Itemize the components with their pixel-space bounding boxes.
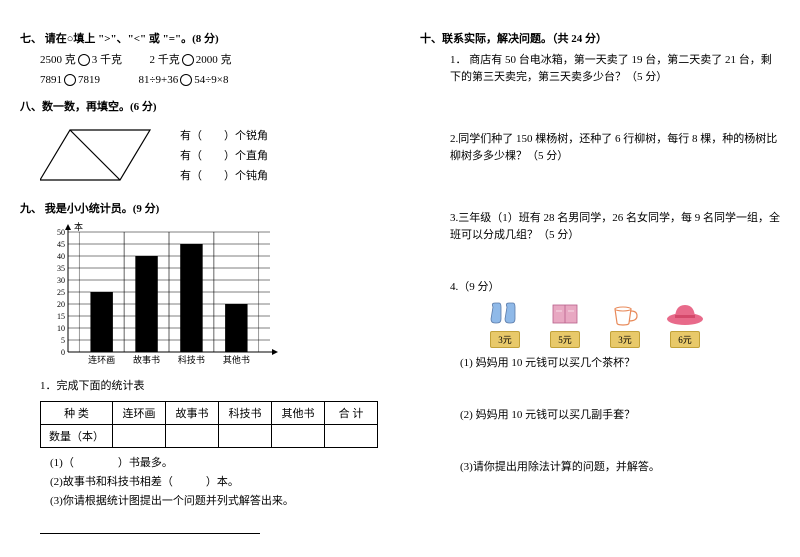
s10-q3: 3.三年级（1）班有 28 名男同学，26 名女同学，每 9 名同学一组，全班可… xyxy=(450,210,780,243)
s10-q2: 2.同学们种了 150 棵杨树，还种了 6 行柳树，每行 8 棵，种的杨树比柳树… xyxy=(450,131,780,164)
s7-r2a: 7891 xyxy=(40,74,62,86)
stat-table: 种 类连环画故事书科技书其他书合 计 数量（本） xyxy=(40,401,378,448)
svg-text:20: 20 xyxy=(57,300,65,309)
svg-text:0: 0 xyxy=(61,348,65,357)
s7-r2b: 7819 xyxy=(78,74,100,86)
table-cell-blank xyxy=(272,424,325,447)
table-cell-blank xyxy=(219,424,272,447)
svg-text:本: 本 xyxy=(74,222,83,232)
s7-row1: 2500 克 3 千克 2 千克 2000 克 xyxy=(40,52,380,69)
s9-t1: 1．完成下面的统计表 xyxy=(40,378,380,395)
s10-q4-3: (3)请你提出用除法计算的问题，并解答。 xyxy=(460,458,780,474)
angle-list: 有（ ）个锐角 有（ ）个直角 有（ ）个钝角 xyxy=(180,123,268,187)
shop-item: 6元 xyxy=(660,299,710,348)
price-tag: 6元 xyxy=(670,331,700,348)
svg-text:连环画: 连环画 xyxy=(88,354,115,365)
svg-text:科技书: 科技书 xyxy=(178,354,205,365)
table-header-cell: 合 计 xyxy=(325,401,378,424)
svg-text:35: 35 xyxy=(57,264,65,273)
shop-item: 5元 xyxy=(540,299,590,348)
s10-q4-title: 4.（9 分） xyxy=(450,279,780,296)
section-7-title: 七、 请在○填上 ">"、"<" 或 "="。(8 分) xyxy=(20,30,380,46)
circle-blank xyxy=(182,54,194,66)
svg-text:40: 40 xyxy=(57,252,65,261)
table-header-cell: 其他书 xyxy=(272,401,325,424)
s7-r2d: 54÷9×8 xyxy=(194,74,228,86)
circle-blank xyxy=(64,74,76,86)
table-cell-blank xyxy=(113,424,166,447)
svg-text:故事书: 故事书 xyxy=(133,354,160,365)
s7-row2: 7891 7819 81÷9+36 54÷9×8 xyxy=(40,72,380,89)
circle-blank xyxy=(78,54,90,66)
table-header-cell: 连环画 xyxy=(113,401,166,424)
s7-r2c: 81÷9+36 xyxy=(139,74,179,86)
shop-item: 3元 xyxy=(480,299,530,348)
table-cell-blank xyxy=(166,424,219,447)
bar-chart: 0 5 10 15 20 25 30 35 40 45 50 本连环画 故事书 科技书 其他书 xyxy=(40,222,280,372)
s10-q4-1: (1) 妈妈用 10 元钱可以买几个茶杯？ xyxy=(460,354,780,370)
circle-blank xyxy=(180,74,192,86)
s9-q2: (2)故事书和科技书相差（ ）本。 xyxy=(50,473,380,489)
svg-text:其他书: 其他书 xyxy=(223,354,250,365)
svg-text:30: 30 xyxy=(57,276,65,285)
svg-text:10: 10 xyxy=(57,324,65,333)
svg-text:50: 50 xyxy=(57,228,65,237)
angle-obtuse: 有（ ）个钝角 xyxy=(180,167,268,183)
answer-line xyxy=(40,521,260,534)
section-8-title: 八、数一数，再填空。(6 分) xyxy=(20,98,380,114)
s7-r1b: 3 千克 xyxy=(92,54,122,66)
shop-item: 3元 xyxy=(600,299,650,348)
q4-items: 3元 5元 3元 6元 xyxy=(480,299,780,348)
s7-r1c: 2 千克 xyxy=(150,54,180,66)
price-tag: 3元 xyxy=(490,331,520,348)
price-tag: 3元 xyxy=(610,331,640,348)
s10-q4-2: (2) 妈妈用 10 元钱可以买几副手套？ xyxy=(460,406,780,422)
s10-q1: 1． 商店有 50 台电冰箱，第一天卖了 19 台，第二天卖了 21 台，剩下的… xyxy=(450,52,780,85)
angle-right: 有（ ）个直角 xyxy=(180,147,268,163)
parallelogram-figure xyxy=(40,120,160,190)
svg-text:15: 15 xyxy=(57,312,65,321)
table-row-label: 数量（本） xyxy=(41,424,113,447)
table-header-cell: 科技书 xyxy=(219,401,272,424)
svg-text:5: 5 xyxy=(61,336,65,345)
s9-q1: (1)（ ）书最多。 xyxy=(50,454,380,470)
section-9-title: 九、 我是小小统计员。(9 分) xyxy=(20,200,380,216)
table-header-cell: 故事书 xyxy=(166,401,219,424)
s9-q3: (3)你请根据统计图提出一个问题并列式解答出来。 xyxy=(50,492,380,508)
section-10-title: 十、联系实际，解决问题。（共 24 分） xyxy=(420,30,780,46)
price-tag: 5元 xyxy=(550,331,580,348)
svg-text:45: 45 xyxy=(57,240,65,249)
table-header-cell: 种 类 xyxy=(41,401,113,424)
svg-text:25: 25 xyxy=(57,288,65,297)
s7-r1a: 2500 克 xyxy=(40,54,76,66)
angle-acute: 有（ ）个锐角 xyxy=(180,127,268,143)
s7-r1d: 2000 克 xyxy=(196,54,232,66)
table-cell-blank xyxy=(325,424,378,447)
